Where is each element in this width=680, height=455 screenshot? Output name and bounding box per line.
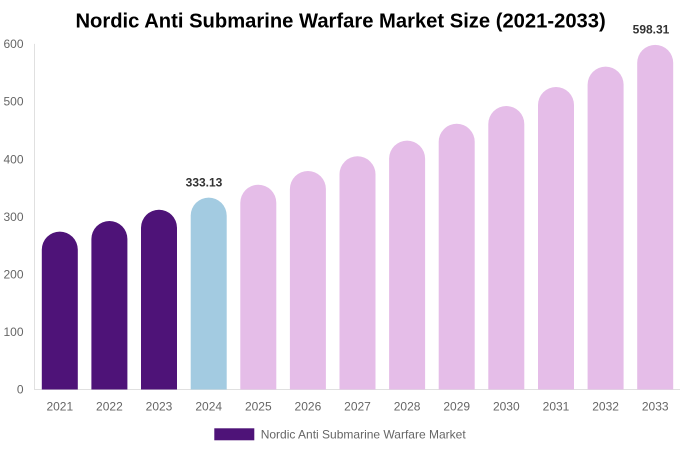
svg-text:2025: 2025	[245, 400, 272, 414]
svg-text:2026: 2026	[295, 400, 322, 414]
svg-text:2023: 2023	[146, 400, 173, 414]
svg-text:2033: 2033	[642, 400, 669, 414]
svg-text:598.31: 598.31	[633, 22, 670, 36]
svg-text:2031: 2031	[543, 400, 570, 414]
svg-text:2029: 2029	[443, 400, 470, 414]
svg-text:600: 600	[3, 37, 23, 51]
svg-text:2032: 2032	[592, 400, 619, 414]
svg-text:2022: 2022	[96, 400, 123, 414]
svg-text:400: 400	[3, 152, 23, 166]
svg-text:0: 0	[17, 383, 24, 397]
svg-text:100: 100	[3, 325, 23, 339]
svg-text:2027: 2027	[344, 400, 371, 414]
svg-text:2028: 2028	[394, 400, 421, 414]
svg-text:2021: 2021	[46, 400, 73, 414]
svg-text:Nordic Anti Submarine Warfare: Nordic Anti Submarine Warfare Market	[261, 427, 467, 441]
svg-text:2030: 2030	[493, 400, 520, 414]
svg-text:200: 200	[3, 268, 23, 282]
svg-text:2024: 2024	[195, 400, 222, 414]
svg-text:500: 500	[3, 95, 23, 109]
svg-text:333.13: 333.13	[186, 175, 223, 189]
svg-text:300: 300	[3, 210, 23, 224]
svg-text:Nordic Anti Submarine Warfare: Nordic Anti Submarine Warfare Market Siz…	[75, 11, 605, 33]
